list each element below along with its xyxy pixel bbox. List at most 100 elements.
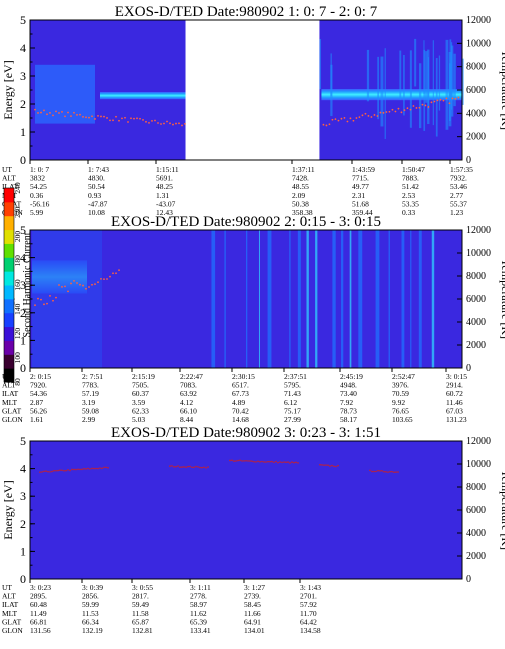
signal-streak [438,55,441,111]
temperature-point [406,107,409,110]
temperature-trace [39,459,399,474]
temperature-point [55,296,57,299]
table-row-label: MLT [2,398,18,407]
y-tick-label: 3 [20,278,26,292]
table-cell: 6517. [232,381,249,390]
temperature-point [77,468,79,471]
temperature-point [97,281,99,284]
table-cell: 2.99 [82,415,95,424]
temperature-point [58,284,60,286]
temperature-point [409,108,412,111]
signal-streak [306,230,309,368]
table-cell: 11.70 [300,609,317,618]
temperature-point [47,470,49,473]
table-cell: 66.10 [180,406,197,415]
signal-streak [341,230,344,368]
y2-tick-label: 8000 [466,62,486,73]
temperature-point [64,285,66,288]
colorbar-frame [3,187,15,383]
table-cell: 64.91 [244,617,261,626]
table-cell: 3.19 [82,398,95,407]
table-cell: 1:57:35 [450,165,473,174]
table-cell: 2817. [132,592,149,601]
energy-patch [32,230,102,368]
temperature-point [100,277,102,280]
temperature-point [349,117,352,120]
y-tick-label: 0 [20,153,26,167]
temperature-point [59,469,61,472]
temperature-point [430,101,433,104]
table-cell: 2701. [300,592,317,601]
table-cell: 1:37:11 [292,165,315,174]
colorbar-tick-label: 180 [13,255,22,267]
signal-streak [366,49,370,102]
temperature-point [340,117,343,120]
y-axis-label: Energy [eV] [1,480,15,539]
table-cell: 2.31 [352,191,365,200]
table-cell: 3: 0:55 [132,583,153,592]
colorbar-segment [4,312,14,328]
temperature-point [329,465,331,467]
colorbar-segment [4,243,14,258]
temperature-point [55,469,57,472]
temperature-point [241,460,243,462]
y2-tick-label: 6000 [466,85,486,96]
colorbar-tick-label: 140 [13,303,22,315]
temperature-point [325,464,327,466]
temperature-point [265,461,267,463]
temperature-point [319,463,321,466]
temperature-point [87,467,89,470]
table-cell: 7715. [352,174,369,183]
table-row-label: ALT [2,174,16,183]
signal-streak [451,45,454,117]
temperature-point [177,465,179,467]
table-cell: 58.97 [190,600,207,609]
table-cell: 0.93 [88,191,101,200]
temperature-point [93,467,95,470]
y2-axis-label: Temperature [K] [499,259,505,339]
table-cell: 7505. [132,381,149,390]
temperature-point [70,115,72,118]
chart-title: EXOS-D/TED Date:980902 2: 0:15 - 3: 0:15 [111,214,381,230]
table-cell: 60.48 [30,600,47,609]
chart-panel-1: EXOS-D/TED Date:980902 1: 0: 7 - 2: 0: 7… [1,4,505,217]
colorbar-segment [4,368,14,383]
colorbar-segment [4,215,14,231]
temperature-point [73,280,75,282]
table-cell: 358.38 [292,208,313,217]
temperature-point [39,471,41,473]
energy-band [35,64,95,124]
temperature-point [205,467,207,469]
temperature-point [75,468,77,471]
colorbar-segment [4,298,14,314]
temperature-point [85,116,87,119]
temperature-point [70,282,72,285]
temperature-point [195,465,197,468]
table-cell: 1:43:59 [352,165,375,174]
temperature-point [181,124,183,127]
table-cell: 11.58 [132,609,149,618]
temperature-point [424,104,427,107]
temperature-point [185,466,187,469]
table-cell: 3: 0:39 [82,583,103,592]
table-cell: 2.87 [30,398,43,407]
temperature-point [385,471,387,473]
temperature-point [64,115,66,118]
temperature-point [103,466,105,469]
temperature-point [46,113,48,116]
y-tick-label: 2 [20,517,26,531]
temperature-point [197,466,199,468]
temperature-point [76,282,78,284]
signal-streak [427,57,429,110]
temperature-point [355,117,358,119]
temperature-point [358,116,361,119]
table-row-label: GLON [2,626,23,635]
table-cell: 134.01 [244,626,265,635]
temperature-point [379,111,382,114]
colorbar-tick-label: 220 [13,206,22,218]
temperature-point [352,119,355,122]
table-cell: 4830. [88,174,105,183]
temperature-point [393,471,395,474]
temperature-point [379,470,381,472]
temperature-point [97,114,99,117]
